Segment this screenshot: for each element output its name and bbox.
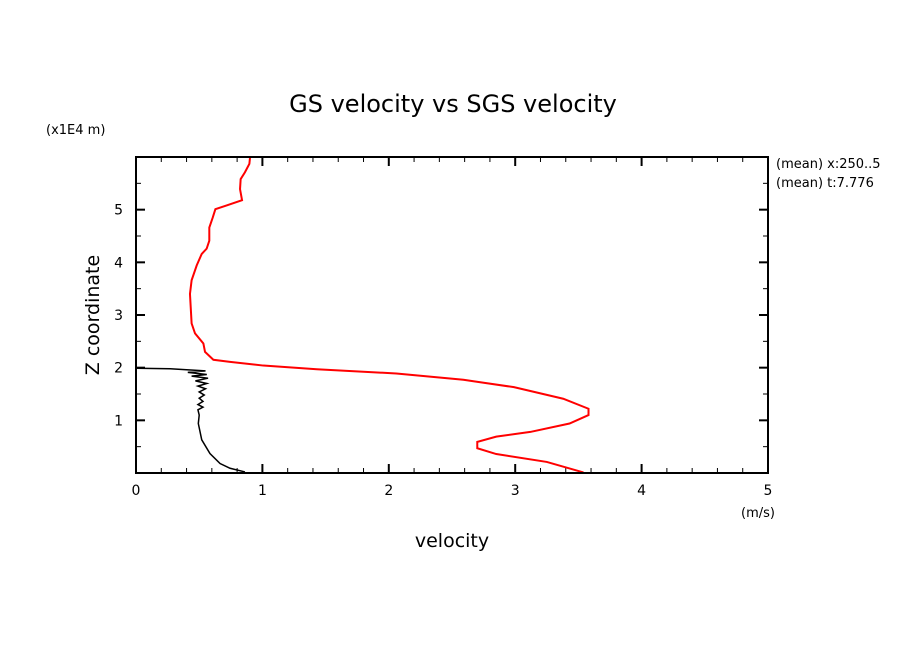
y-tick-label: 5: [114, 203, 123, 219]
series-group: [136, 157, 590, 474]
y-tick-label: 2: [114, 361, 123, 377]
x-tick-label: 5: [764, 483, 773, 499]
x-tick-label: 4: [637, 483, 646, 499]
tick-labels: 0 1 2 3 4 5 1 2 3 4 5: [114, 203, 772, 499]
series-line-gs-velocity: [188, 157, 590, 474]
x-units-label: (m/s): [741, 506, 775, 521]
chart-title: GS velocity vs SGS velocity: [289, 90, 617, 118]
x-axis-label: velocity: [415, 530, 489, 552]
y-axis-label: Z coordinate: [82, 255, 104, 375]
plot-frame: [135, 156, 769, 474]
x-tick-label: 3: [511, 483, 520, 499]
annotation-mean-x: (mean) x:250..5: [776, 157, 881, 172]
y-tick-label: 4: [114, 255, 123, 271]
x-tick-label: 1: [258, 483, 267, 499]
x-tick-label: 0: [132, 483, 141, 499]
y-units-label: (x1E4 m): [46, 123, 105, 138]
annotation-mean-t: (mean) t:7.776: [776, 176, 874, 191]
series-line-sgs-velocity: [136, 367, 246, 473]
y-tick-label: 1: [114, 413, 123, 429]
y-tick-label: 3: [114, 308, 123, 324]
x-tick-label: 2: [384, 483, 393, 499]
